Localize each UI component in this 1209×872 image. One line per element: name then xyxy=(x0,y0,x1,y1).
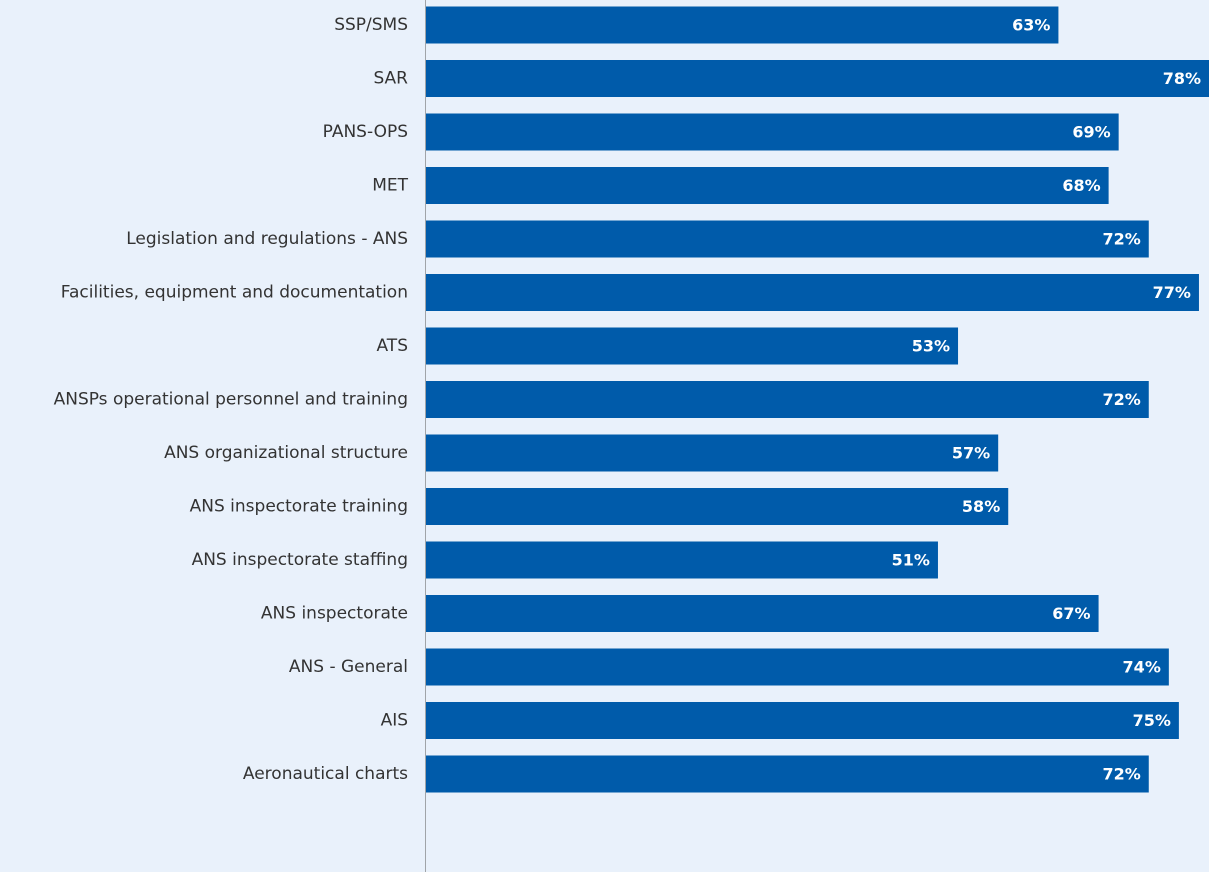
bar xyxy=(426,220,1149,258)
bar xyxy=(426,167,1109,204)
category-label: Facilities, equipment and documentation xyxy=(61,283,408,303)
value-label: 51% xyxy=(892,551,930,570)
bar xyxy=(426,6,1059,44)
bar xyxy=(426,60,1209,97)
bar xyxy=(426,541,938,579)
bar xyxy=(426,702,1179,739)
value-label: 77% xyxy=(1153,283,1191,302)
value-label: 53% xyxy=(912,337,950,356)
category-label: ANSPs operational personnel and training xyxy=(54,390,408,410)
category-label: ANS inspectorate xyxy=(261,604,408,624)
bar xyxy=(426,274,1199,311)
value-label: 67% xyxy=(1052,604,1090,623)
category-label: MET xyxy=(372,176,408,196)
value-label: 78% xyxy=(1163,69,1201,88)
category-label: SAR xyxy=(373,69,408,89)
category-label: ANS inspectorate staffing xyxy=(192,550,408,570)
category-label: ANS - General xyxy=(289,657,408,677)
value-label: 69% xyxy=(1072,123,1110,142)
category-label: ANS inspectorate training xyxy=(190,497,408,517)
bar xyxy=(426,488,1009,525)
value-label: 68% xyxy=(1062,176,1100,195)
category-label: Aeronautical charts xyxy=(243,764,408,784)
value-label: 72% xyxy=(1102,230,1140,249)
bar xyxy=(426,434,999,472)
value-label: 74% xyxy=(1123,658,1161,677)
value-label: 72% xyxy=(1102,390,1140,409)
category-label: SSP/SMS xyxy=(334,15,408,35)
value-label: 63% xyxy=(1012,16,1050,35)
category-label: AIS xyxy=(381,711,408,731)
value-label: 58% xyxy=(962,497,1000,516)
category-label: PANS-OPS xyxy=(323,122,408,142)
bar xyxy=(426,755,1149,793)
category-label: ATS xyxy=(377,336,409,356)
bar xyxy=(426,595,1099,632)
category-label: ANS organizational structure xyxy=(164,443,408,463)
value-label: 57% xyxy=(952,444,990,463)
bar xyxy=(426,381,1149,418)
value-label: 72% xyxy=(1102,765,1140,784)
category-label: Legislation and regulations - ANS xyxy=(126,229,408,249)
value-label: 75% xyxy=(1133,711,1171,730)
bar xyxy=(426,113,1119,151)
bar xyxy=(426,648,1169,686)
bar xyxy=(426,327,959,365)
